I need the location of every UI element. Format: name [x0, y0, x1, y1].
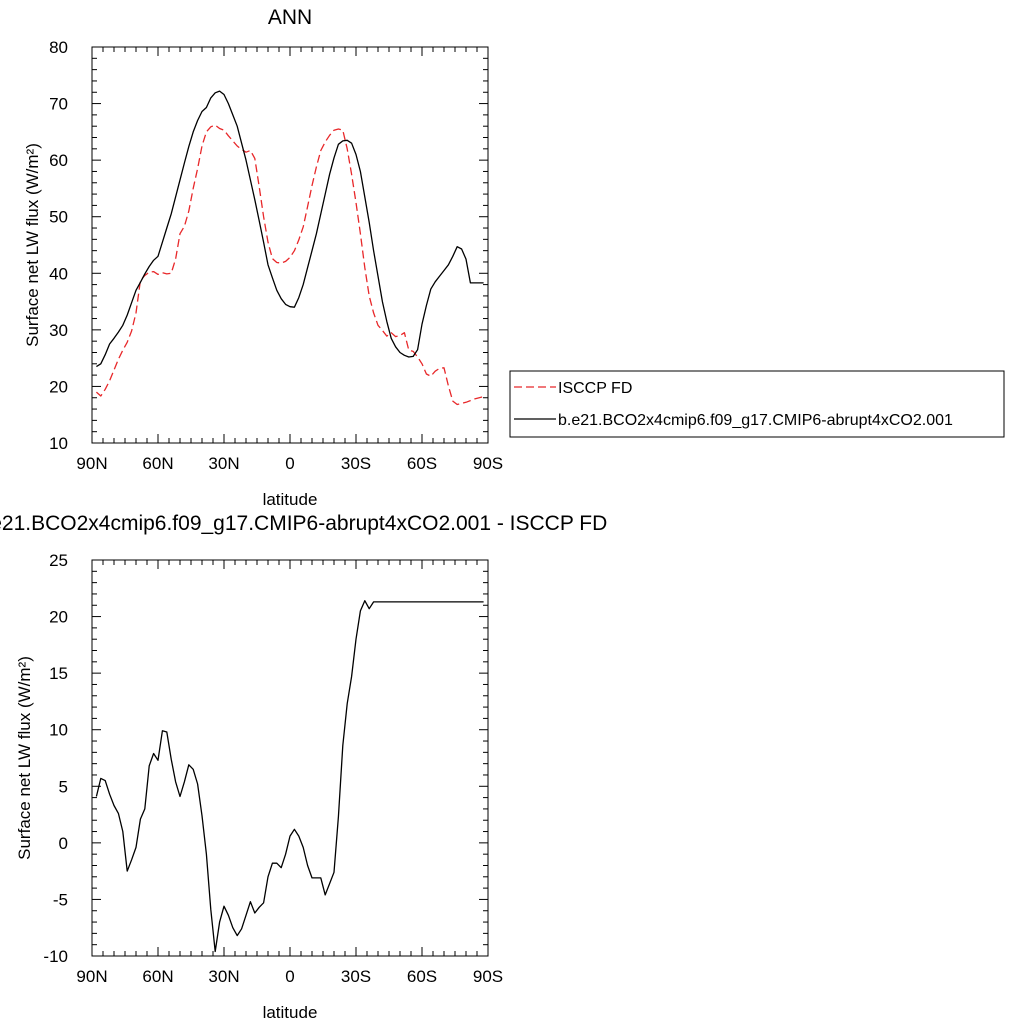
y-tick-label: 5	[59, 777, 68, 796]
x-tick-label: 30S	[341, 967, 371, 986]
y-tick-label: 10	[49, 721, 68, 740]
y-tick-label: 15	[49, 664, 68, 683]
x-tick-label: 30N	[208, 454, 239, 473]
chart-title-diff: b.e21.BCO2x4cmip6.f09_g17.CMIP6-abrupt4x…	[0, 512, 607, 535]
y-tick-label: 25	[49, 551, 68, 570]
legend: ISCCP FD b.e21.BCO2x4cmip6.f09_g17.CMIP6…	[509, 370, 1005, 438]
tick-labels: 90N 60N 30N 0 30S 60S 90S -10 -5 0 5 10 15 20 25	[43, 551, 503, 986]
tick-labels: 90N 60N 30N 0 30S 60S 90S 10 20 30 40 50 60 70 80	[49, 38, 503, 473]
series-line-model	[96, 90, 484, 368]
legend-label-isccp: ISCCP FD	[558, 380, 632, 397]
plot-frame	[91, 559, 489, 957]
series-lines	[95, 600, 484, 953]
x-tick-label: 30S	[341, 454, 371, 473]
x-tick-label: 90N	[76, 454, 107, 473]
y-axis-title: Surface net LW flux (W/m²)	[23, 143, 42, 347]
x-tick-label: 90N	[76, 967, 107, 986]
y-tick-label: 20	[49, 377, 68, 396]
x-tick-label: 90S	[473, 454, 503, 473]
y-tick-label: -5	[53, 890, 68, 909]
x-tick-label: 60N	[142, 967, 173, 986]
y-tick-label: 70	[49, 95, 68, 114]
legend-box	[509, 370, 1005, 438]
x-axis-title: latitude	[263, 490, 318, 509]
y-tick-label: -10	[43, 947, 68, 966]
x-tick-label: 90S	[473, 967, 503, 986]
series-line-isccp	[95, 124, 484, 406]
y-tick-label: 80	[49, 38, 68, 57]
y-tick-label: 30	[49, 321, 68, 340]
x-tick-label: 30N	[208, 967, 239, 986]
x-tick-label: 60S	[407, 967, 437, 986]
panel-bottom: b.e21.BCO2x4cmip6.f09_g17.CMIP6-abrupt4x…	[0, 512, 607, 1022]
y-axis-title: Surface net LW flux (W/m²)	[15, 656, 34, 860]
y-tick-label: 50	[49, 208, 68, 227]
x-tick-label: 60N	[142, 454, 173, 473]
x-tick-label: 0	[285, 454, 294, 473]
x-axis-title: latitude	[263, 1003, 318, 1022]
chart-title: ANN	[268, 6, 312, 29]
plot-frame	[91, 46, 489, 444]
series-line-difference	[95, 600, 484, 953]
y-tick-label: 0	[59, 834, 68, 853]
legend-label-model: b.e21.BCO2x4cmip6.f09_g17.CMIP6-abrupt4x…	[558, 412, 953, 429]
tick-marks	[91, 46, 489, 444]
series-lines	[95, 90, 484, 406]
y-tick-label: 20	[49, 608, 68, 627]
x-tick-label: 0	[285, 967, 294, 986]
y-tick-label: 10	[49, 434, 68, 453]
y-tick-label: 60	[49, 151, 68, 170]
panel-top: ANN 90N 60N 30N 0 30S 60S 90S1020304050607080 …	[23, 6, 1005, 509]
x-tick-label: 60S	[407, 454, 437, 473]
y-tick-label: 40	[49, 264, 68, 283]
